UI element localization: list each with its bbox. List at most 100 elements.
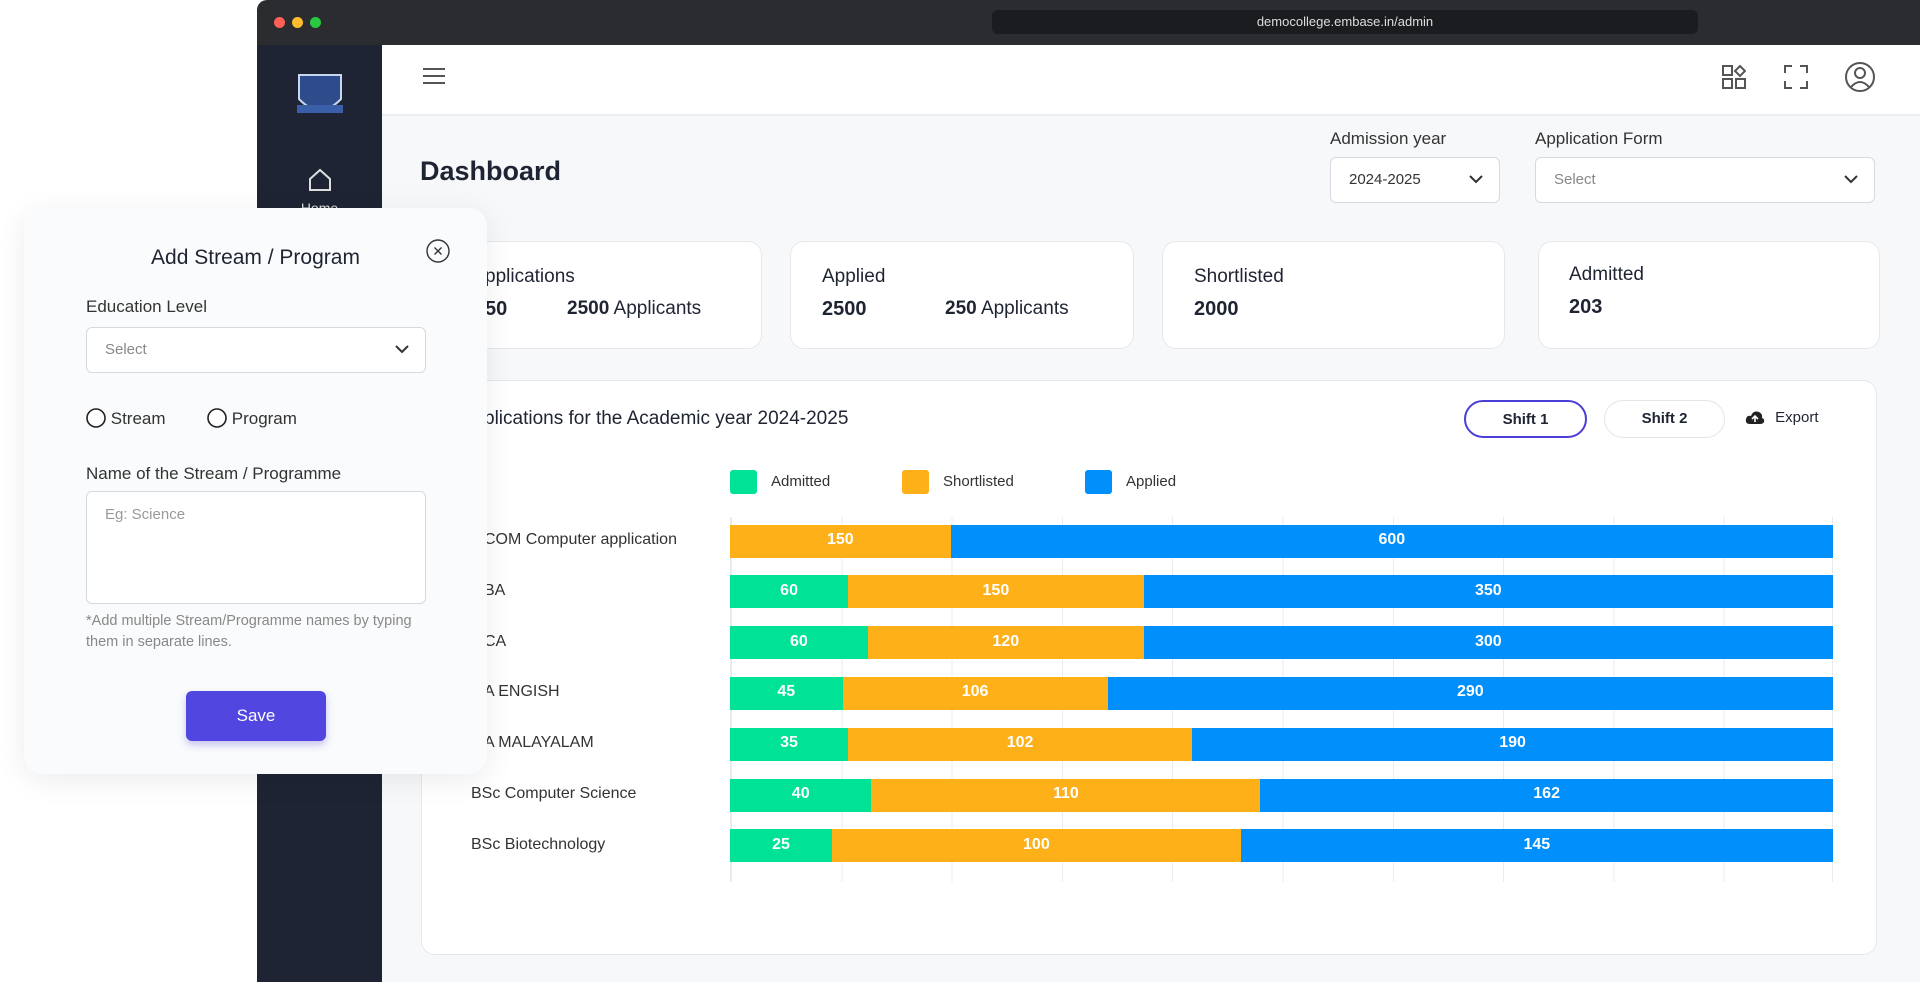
modal-title: Add Stream / Program (151, 246, 360, 269)
filter-label: Application Form (1535, 129, 1663, 148)
cloud-icon (1745, 411, 1765, 424)
filter-label: Admission year (1330, 129, 1447, 148)
modal: Add Stream / Program Education Level Sel… (24, 208, 487, 774)
bar-value-label: 110 (1052, 785, 1079, 802)
legend-swatch (1085, 470, 1112, 494)
apps-icon[interactable] (1722, 65, 1746, 89)
name-textarea[interactable]: Eg: Science (86, 491, 426, 604)
card-extra-value: 2500 (567, 298, 610, 319)
bar-segment (730, 524, 951, 558)
year-select[interactable]: 2024-2025 (1330, 157, 1500, 203)
select-value: Select (1554, 171, 1596, 188)
card-value: 203 (1569, 296, 1603, 318)
bar-value-label: 100 (1023, 835, 1050, 853)
bar-segment (950, 524, 1833, 558)
export-button[interactable]: Export (1745, 409, 1819, 426)
bar-value-label: 350 (1474, 581, 1502, 599)
max-dot[interactable] (310, 17, 321, 28)
bar-segment (730, 676, 843, 710)
category-label: COM Computer application (484, 531, 677, 548)
bar-segment (1260, 778, 1833, 812)
bar-segment (730, 575, 849, 609)
category-label: A ENGISH (484, 683, 560, 701)
export-label: Export (1775, 409, 1819, 426)
bar-value-label: 190 (1499, 734, 1526, 752)
stat-card: Applied 2500 250 Applicants (790, 241, 1134, 349)
bar-segment (848, 727, 1193, 761)
bar-value-label: 40 (791, 785, 810, 802)
bar-value-label: 150 (982, 581, 1010, 599)
close-dot[interactable] (274, 17, 285, 28)
browser-bar: democollege.embase.in/admin (257, 0, 1920, 45)
url: democollege.embase.in/admin (1256, 14, 1434, 29)
shift-button[interactable]: Shift 1 (1464, 400, 1587, 438)
save-button[interactable]: Save (186, 691, 326, 741)
chart-title: plications for the Academic year 2024-20… (484, 408, 849, 429)
bar-value-label: 60 (790, 632, 808, 650)
bar-segment (867, 626, 1144, 660)
min-dot[interactable] (292, 17, 303, 28)
card-title: Admitted (1569, 264, 1644, 285)
education-select[interactable]: Select (86, 327, 426, 373)
category-label: BSc Computer Science (471, 785, 637, 802)
bar-segment (871, 778, 1261, 812)
radio-label: Program (231, 409, 297, 428)
bar-value-label: 25 (772, 835, 790, 853)
card-extra-value: 250 (945, 298, 977, 319)
legend-label: Shortlisted (943, 473, 1014, 490)
field-label: Education Level (86, 297, 207, 316)
bar-value-label: 150 (826, 531, 854, 548)
category-label: CA (484, 632, 507, 650)
close-button[interactable] (426, 239, 450, 263)
category-label: BA (484, 581, 506, 599)
card-title: Shortlisted (1194, 266, 1284, 287)
bar-value-label: 106 (961, 683, 989, 701)
card-title: Applied (822, 266, 886, 287)
bar-segment (1107, 676, 1833, 710)
shift-label: Shift 2 (1641, 410, 1688, 427)
category-label: BSc Biotechnology (471, 835, 606, 853)
bar-segment (730, 626, 868, 660)
form-select[interactable]: Select (1535, 157, 1875, 203)
category-label: A MALAYALAM (484, 734, 594, 752)
bar-segment (1143, 575, 1833, 609)
bar-segment (730, 829, 833, 863)
legend-swatch (902, 470, 929, 494)
bar-segment (848, 575, 1144, 609)
url-bar[interactable]: democollege.embase.in/admin (992, 10, 1698, 34)
menu-icon[interactable] (423, 67, 445, 85)
hint: *Add multiple Stream/Programme names by … (86, 613, 412, 650)
fullscreen-icon[interactable] (1784, 65, 1808, 89)
shift-button[interactable]: Shift 2 (1604, 400, 1725, 438)
bar-segment (832, 829, 1241, 863)
stat-card: Admitted 203 (1538, 241, 1880, 349)
shift-label: Shift 1 (1502, 411, 1549, 428)
bar-value-label: 60 (780, 581, 798, 599)
top-header (382, 45, 1920, 116)
radio-stream[interactable]: Stream (86, 408, 166, 429)
home-icon[interactable] (307, 167, 333, 193)
radio-program[interactable]: Program (207, 408, 297, 429)
bar-segment (1192, 727, 1833, 761)
page-title: Dashboard (420, 156, 562, 186)
profile-icon[interactable] (1844, 61, 1876, 93)
card-extra-text: Applicants (980, 298, 1069, 319)
legend-swatch (730, 470, 757, 494)
bar-value-label: 35 (780, 734, 798, 752)
select-value: 2024-2025 (1349, 171, 1421, 188)
bar-value-label: 120 (992, 632, 1020, 650)
bar-value-label: 600 (1378, 531, 1406, 548)
card-value: 2500 (822, 298, 867, 320)
bar-value-label: 290 (1456, 683, 1484, 701)
card-extra-text: Applicants (613, 298, 702, 319)
card-value: 2000 (1194, 298, 1239, 320)
legend-label: Admitted (771, 473, 831, 490)
field-label: Name of the Stream / Programme (86, 464, 342, 483)
bar-segment (842, 676, 1108, 710)
legend-label: Applied (1126, 473, 1177, 490)
bar-segment (1143, 626, 1833, 660)
bar-value-label: 300 (1474, 632, 1502, 650)
bar-value-label: 145 (1523, 835, 1551, 853)
card-title: pplications (485, 266, 575, 287)
